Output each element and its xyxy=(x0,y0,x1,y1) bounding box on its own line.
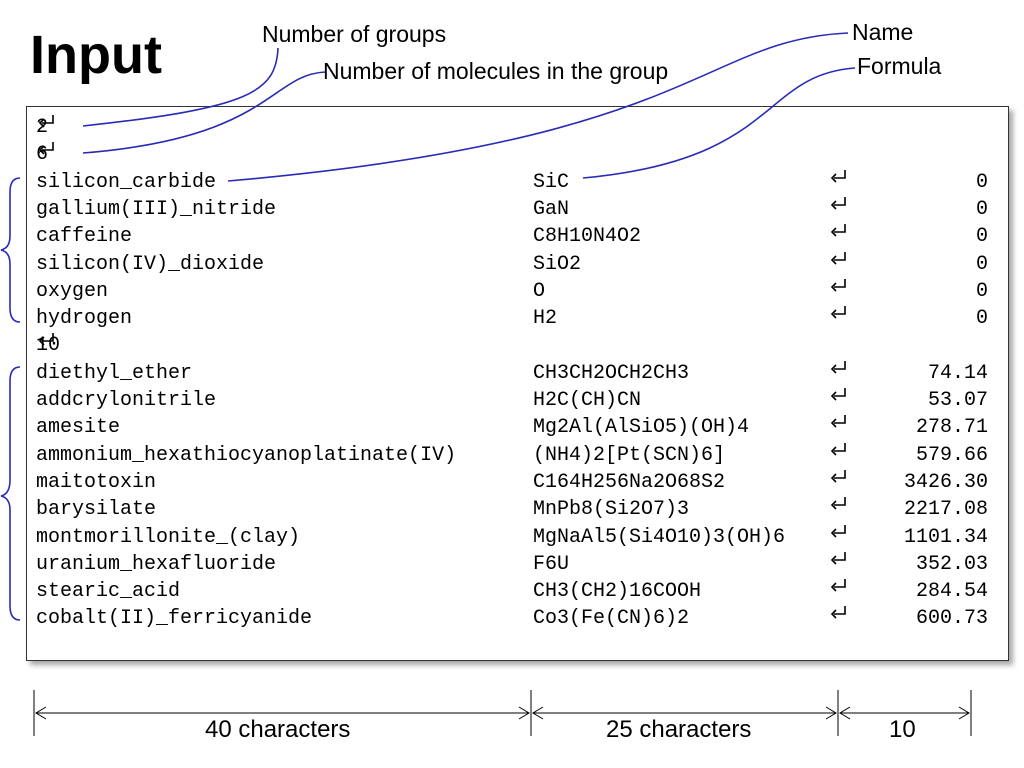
molecule-formula: O xyxy=(533,279,546,303)
molecule-value: 53.07 xyxy=(828,387,988,414)
connector-name xyxy=(227,32,849,182)
molecule-formula: SiO2 xyxy=(533,252,582,276)
molecule-formula: Co3(Fe(CN)6)2 xyxy=(533,607,690,631)
group2-brace xyxy=(0,366,21,621)
molecule-value: 1101.34 xyxy=(828,524,988,551)
molecule-name: barysilate xyxy=(36,498,157,522)
molecule-value: 579.66 xyxy=(828,442,988,469)
name-width-label: 40 characters xyxy=(205,716,351,743)
connector-groups xyxy=(82,47,279,127)
connector-molecules xyxy=(82,71,326,154)
molecule-formula: F6U xyxy=(533,552,570,576)
molecule-name: addcrylonitrile xyxy=(36,389,217,412)
molecule-name: maitotoxin xyxy=(36,470,157,494)
molecule-name: montmorillonite_(clay) xyxy=(36,525,301,549)
molecule-formula: MnPb8(Si2O7)3 xyxy=(533,498,690,522)
molecule-name: amesite xyxy=(36,416,121,440)
molecule-value: 2217.08 xyxy=(828,496,988,523)
molecule-name: cobalt(II)_ferricyanide xyxy=(36,607,313,631)
molecule-value: 0 xyxy=(828,278,988,305)
annotation-number-of-groups: Number of groups xyxy=(262,21,447,47)
molecule-formula: (NH4)2[Pt(SCN)6] xyxy=(533,443,726,467)
molecule-formula: MgNaAl5(Si4O10)3(OH)6 xyxy=(533,525,786,549)
molecule-name: silicon(IV)_dioxide xyxy=(36,252,265,276)
groups-count-line: 2 xyxy=(36,114,54,141)
molecule-value: 352.03 xyxy=(828,551,988,578)
molecule-name: oxygen xyxy=(36,279,109,303)
molecule-value: 0 xyxy=(828,169,988,196)
molecule-formula: C8H10N4O2 xyxy=(533,225,642,249)
molecule-name: caffeine xyxy=(36,225,133,249)
molecule-name: stearic_acid xyxy=(36,580,181,604)
molecule-formula: C164H256Na2O68S2 xyxy=(533,470,726,494)
slide-title: Input xyxy=(30,25,162,85)
molecule-name: ammonium_hexathiocyanoplatinate(IV) xyxy=(36,443,457,467)
formula-width-label: 25 characters xyxy=(606,716,752,743)
molecule-name: uranium_hexafluoride xyxy=(36,552,277,576)
molecule-value: 284.54 xyxy=(828,578,988,605)
group1-brace xyxy=(0,177,21,323)
annotation-number-of-molecules: Number of molecules in the group xyxy=(323,58,669,84)
molecule-formula: CH3(CH2)16COOH xyxy=(533,580,702,604)
molecule-value: 0 xyxy=(828,251,988,278)
molecule-formula: Mg2Al(AlSiO5)(OH)4 xyxy=(533,416,750,440)
connector-formula xyxy=(582,67,856,179)
molecule-value: 0 xyxy=(828,196,988,223)
molecule-formula: H2 xyxy=(533,307,558,331)
group2-count-line: 10 xyxy=(36,333,61,358)
molecule-formula: SiC xyxy=(533,170,570,194)
molecule-formula: GaN xyxy=(533,197,570,221)
molecule-name: silicon_carbide xyxy=(36,170,217,194)
molecule-value: 3426.30 xyxy=(828,469,988,496)
molecule-value: 600.73 xyxy=(828,605,988,632)
molecule-name: gallium(III)_nitride xyxy=(36,197,277,221)
annotation-name: Name xyxy=(852,19,914,45)
molecule-value: 0 xyxy=(828,305,988,332)
molecule-value: 74.14 xyxy=(828,360,988,387)
molecule-name: hydrogen xyxy=(36,307,133,331)
annotation-formula: Formula xyxy=(857,53,942,79)
molecule-name: diethyl_ether xyxy=(36,361,193,385)
molecule-formula: CH3CH2OCH2CH3 xyxy=(533,361,690,385)
value-width-label: 10 xyxy=(889,716,916,743)
molecule-formula: H2C(CH)CN xyxy=(533,389,642,412)
molecule-value: 0 xyxy=(828,223,988,250)
molecule-value: 278.71 xyxy=(828,414,988,441)
group1-count-line: 6 xyxy=(36,141,54,168)
